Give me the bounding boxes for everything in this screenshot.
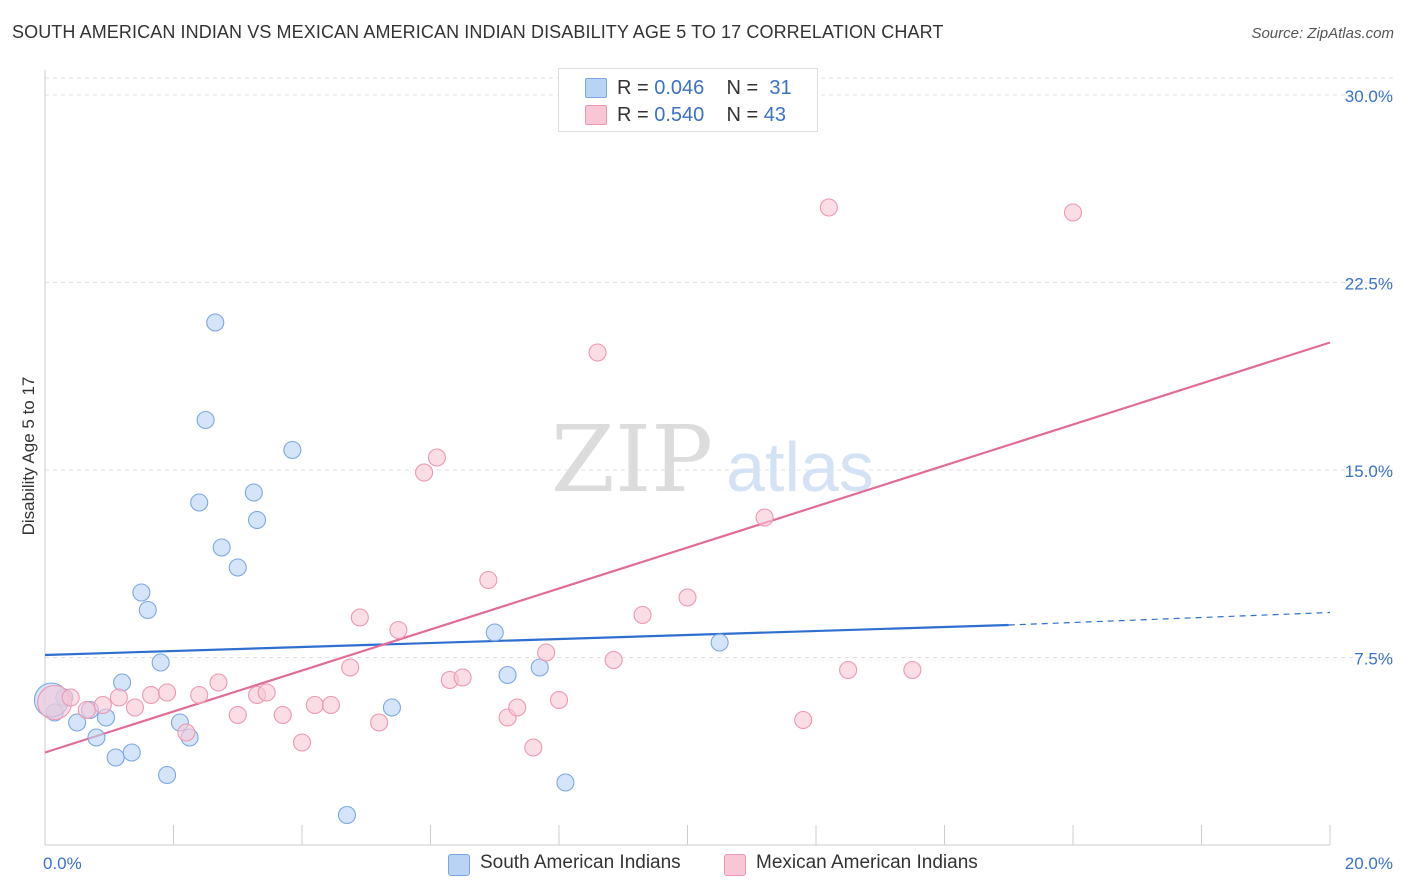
data-points <box>33 85 1083 825</box>
watermark-zip: ZIP <box>551 406 713 513</box>
legend-label: South American Indians <box>480 852 681 873</box>
blue-swatch <box>448 854 470 876</box>
correlation-legend: R = 0.046 N = 31 R = 0.540 N = 43 <box>558 68 818 132</box>
point-south-american <box>710 633 729 652</box>
point-south-american <box>283 440 302 460</box>
point-mexican-american <box>604 650 623 670</box>
source-credit: Source: ZipAtlas.com <box>1251 25 1394 42</box>
point-mexican-american <box>61 688 80 707</box>
point-mexican-american <box>755 508 774 527</box>
y-tick-label: 30.0% <box>1345 87 1393 106</box>
point-south-american <box>485 623 504 642</box>
gridlines <box>45 77 1393 658</box>
point-south-american <box>196 410 215 430</box>
watermark: ZIP atlas <box>551 406 874 513</box>
point-south-american <box>206 313 225 332</box>
pink-swatch <box>585 105 607 125</box>
point-mexican-american <box>341 658 360 677</box>
tick-labels: 7.5% 15.0% 22.5% 30.0% 0.0% 20.0% <box>43 87 1393 873</box>
n-label: N = <box>726 77 764 99</box>
point-mexican-american <box>305 695 324 715</box>
point-mexican-american <box>177 723 196 742</box>
point-mexican-american <box>292 733 312 752</box>
point-mexican-american <box>141 685 161 705</box>
point-mexican-american <box>479 570 498 590</box>
point-south-american <box>337 805 357 825</box>
point-mexican-american <box>257 683 276 702</box>
point-mexican-american <box>321 695 340 715</box>
x-tick-label: 0.0% <box>43 854 82 873</box>
point-mexican-american <box>415 463 434 482</box>
point-mexican-american <box>93 695 112 715</box>
point-mexican-american <box>427 448 446 467</box>
n-value: 31 <box>769 77 792 99</box>
point-mexican-american <box>903 660 922 680</box>
point-south-american <box>247 510 267 530</box>
point-south-american <box>498 665 517 685</box>
point-mexican-american <box>350 608 369 627</box>
legend-label: Mexican American Indians <box>756 852 978 873</box>
chart-title: SOUTH AMERICAN INDIAN VS MEXICAN AMERICA… <box>12 22 944 42</box>
r-value: 0.540 <box>654 104 705 126</box>
point-mexican-american <box>158 683 177 702</box>
r-value: 0.046 <box>654 77 705 99</box>
point-mexican-american <box>508 698 527 717</box>
point-mexican-american <box>633 605 652 625</box>
trend-line-south-american <box>44 623 1009 657</box>
point-mexican-american <box>389 620 408 640</box>
trend-lines <box>44 341 1331 754</box>
point-mexican-american <box>190 685 209 705</box>
pink-swatch <box>724 854 746 876</box>
y-tick-label: 22.5% <box>1345 275 1393 294</box>
point-south-american <box>158 765 177 785</box>
point-south-american <box>244 483 263 502</box>
point-mexican-american <box>588 343 607 362</box>
legend-stats-mexican-american: R = 0.540 N = 43 <box>617 104 786 127</box>
trend-line-mexican-american <box>44 341 1331 754</box>
point-mexican-american <box>228 705 247 725</box>
r-label: R = <box>617 77 655 99</box>
point-south-american <box>530 658 549 677</box>
point-mexican-american <box>370 713 389 732</box>
point-south-american <box>556 773 575 792</box>
y-tick-label: 15.0% <box>1345 462 1393 481</box>
point-south-american <box>122 743 141 762</box>
point-south-american <box>132 583 151 602</box>
blue-swatch <box>585 78 607 98</box>
point-mexican-american <box>209 673 228 692</box>
n-label: N = <box>726 104 764 126</box>
point-mexican-american <box>794 710 813 730</box>
point-south-american <box>113 673 132 692</box>
y-axis-label: Disability Age 5 to 17 <box>19 377 38 536</box>
point-mexican-american <box>273 705 292 725</box>
point-mexican-american <box>77 700 96 720</box>
point-south-american <box>106 748 125 767</box>
point-south-american <box>228 558 247 577</box>
point-south-american <box>212 538 231 557</box>
point-mexican-american <box>839 660 858 680</box>
point-mexican-american <box>453 668 472 687</box>
point-south-american <box>382 698 402 717</box>
point-mexican-american <box>125 698 144 717</box>
legend-stats-south-american: R = 0.046 N = 31 <box>617 77 792 100</box>
point-south-american <box>190 493 209 512</box>
point-mexican-american <box>549 690 569 710</box>
watermark-atlas: atlas <box>726 428 874 506</box>
point-mexican-american <box>1063 203 1083 222</box>
point-south-american <box>138 600 157 620</box>
point-mexican-american <box>537 643 556 662</box>
trend-line-south-american-projection <box>1008 611 1331 626</box>
point-mexican-american <box>524 738 543 757</box>
point-south-american <box>151 653 170 672</box>
point-mexican-american <box>819 198 838 217</box>
y-tick-label: 7.5% <box>1354 650 1393 669</box>
point-mexican-american <box>678 588 697 607</box>
point-south-american <box>87 728 106 747</box>
point-mexican-american <box>109 688 128 707</box>
r-label: R = <box>617 104 655 126</box>
x-tick-label: 20.0% <box>1345 854 1393 873</box>
n-value: 43 <box>763 104 787 126</box>
point-south-american <box>68 713 87 732</box>
